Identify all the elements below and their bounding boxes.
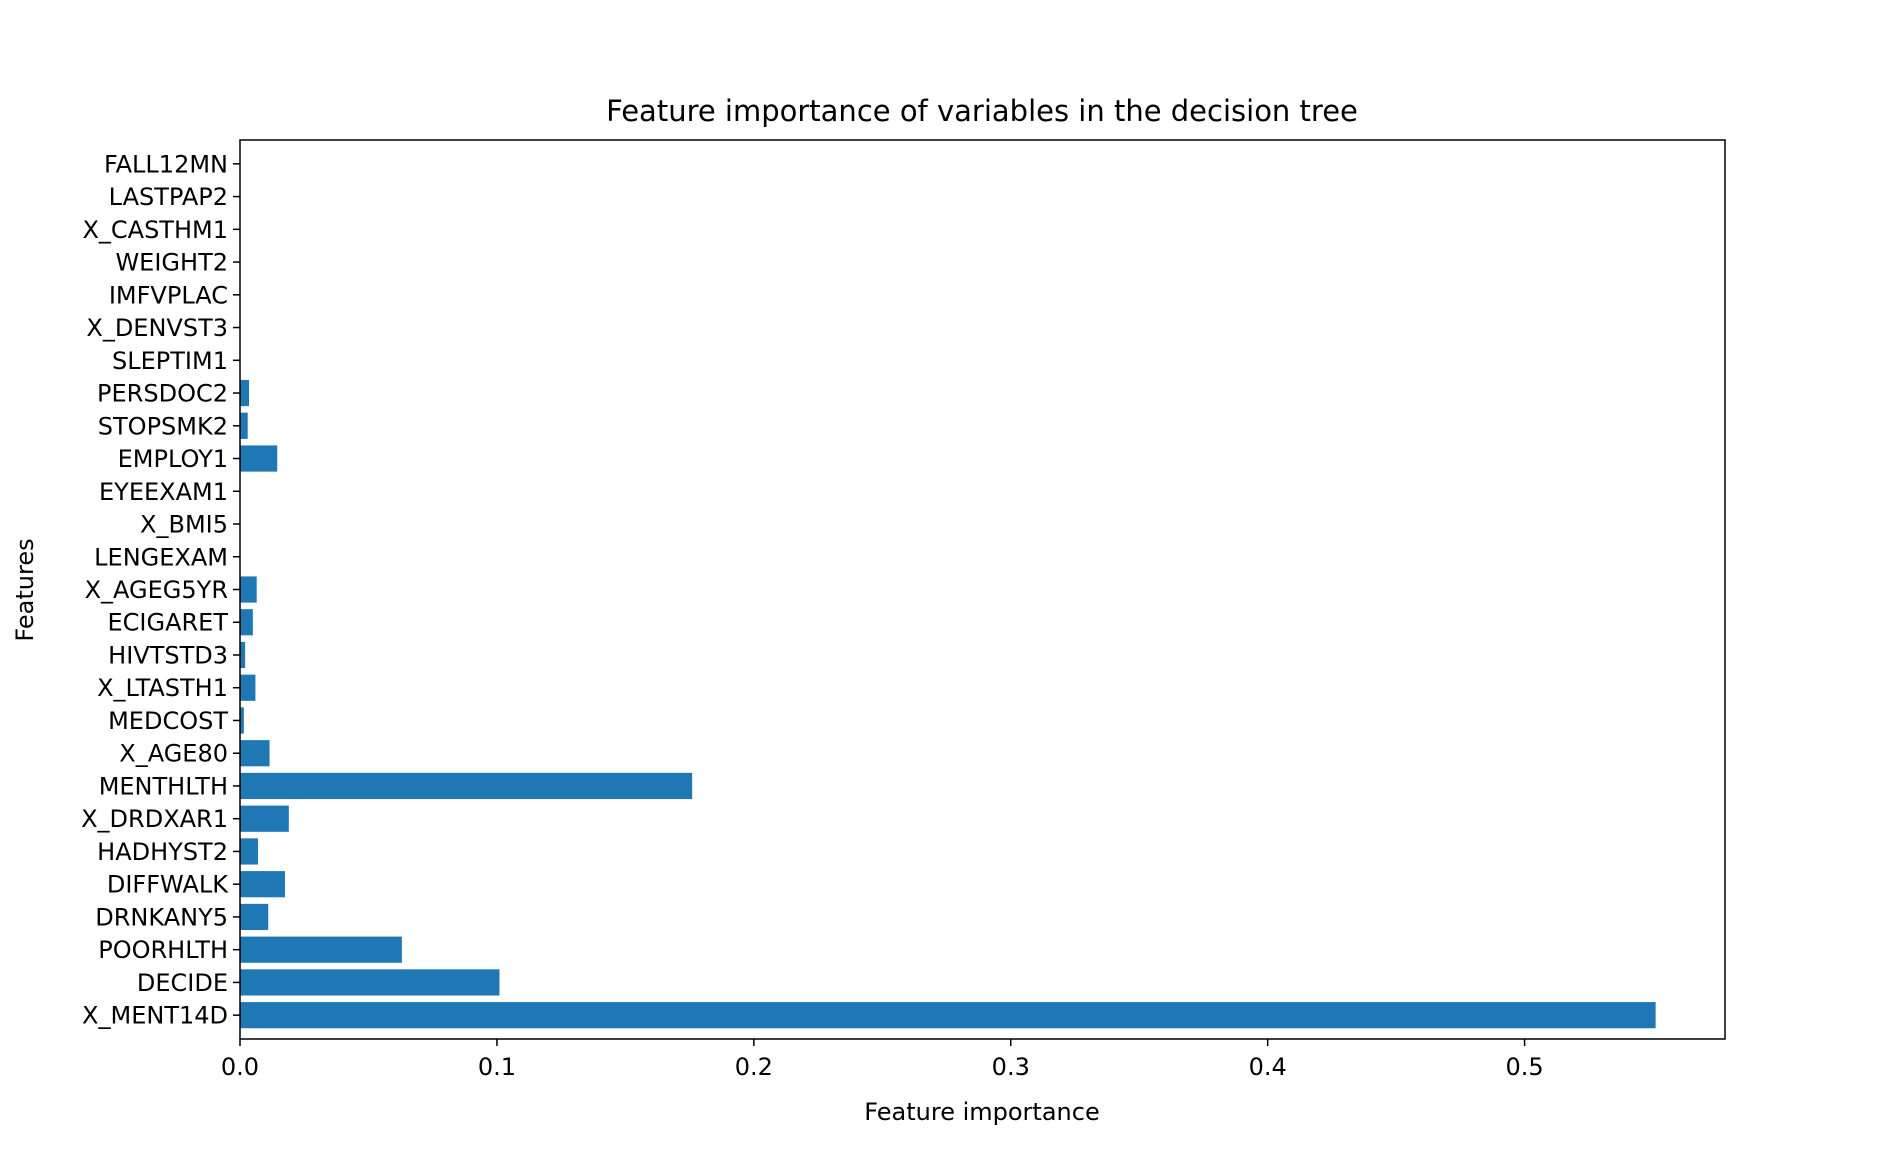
bar-x-ageg5yr — [240, 576, 257, 603]
x-axis-label: Feature importance — [864, 1098, 1099, 1126]
bar-hadhyst2 — [240, 838, 258, 865]
bar-x-ltasth1 — [240, 674, 256, 701]
bar-persdoc2 — [240, 379, 249, 407]
y-tick-label: IMFVPLAC — [109, 281, 228, 309]
y-tick-label: X_LTASTH1 — [97, 674, 228, 702]
x-tick-label: 0.0 — [221, 1053, 259, 1081]
x-tick-label: 0.2 — [735, 1053, 773, 1081]
x-axis-ticks: 0.0 0.1 0.2 0.3 0.4 0.5 — [221, 1039, 1544, 1081]
x-tick-label: 0.5 — [1506, 1053, 1544, 1081]
bar-poorhlth — [240, 936, 402, 963]
bar-stopsmk2 — [240, 412, 248, 439]
bar-x-age80 — [240, 740, 270, 767]
y-tick-label: X_AGEG5YR — [85, 576, 228, 604]
y-tick-label: DIFFWALK — [107, 871, 229, 899]
y-tick-label: SLEPTIM1 — [112, 347, 228, 375]
y-tick-label: EMPLOY1 — [118, 445, 228, 473]
y-tick-label: WEIGHT2 — [115, 249, 228, 277]
y-tick-label: HADHYST2 — [97, 838, 228, 866]
y-tick-label: MEDCOST — [108, 707, 228, 735]
bar-diffwalk — [240, 871, 285, 898]
x-tick-label: 0.3 — [992, 1053, 1030, 1081]
bar-ecigaret — [240, 609, 253, 636]
x-tick-label: 0.4 — [1249, 1053, 1287, 1081]
y-tick-label: MENTHLTH — [99, 772, 228, 800]
bar-drnkany5 — [240, 903, 269, 931]
y-tick-label: X_BMI5 — [140, 511, 228, 539]
y-tick-label: ECIGARET — [107, 609, 228, 637]
bar-medcost — [240, 707, 244, 734]
y-tick-label: DECIDE — [137, 969, 228, 997]
bar-hivtstd3 — [240, 641, 246, 669]
bar-x-ment14d — [240, 1002, 1656, 1029]
bar-x-drdxar1 — [240, 805, 289, 832]
bars-layer — [240, 379, 1656, 1029]
plot-frame — [239, 139, 1726, 1040]
chart-title: Feature importance of variables in the d… — [606, 94, 1358, 128]
y-tick-label: LENGEXAM — [94, 543, 228, 571]
y-axis-label: Features — [11, 538, 39, 641]
y-tick-label: X_AGE80 — [119, 740, 228, 768]
y-tick-label: X_MENT14D — [82, 1002, 228, 1030]
y-tick-label: FALL12MN — [104, 150, 228, 178]
y-tick-label: PERSDOC2 — [97, 380, 228, 408]
y-tick-label: DRNKANY5 — [95, 903, 228, 931]
bar-menthlth — [240, 772, 693, 800]
bar-employ1 — [240, 445, 278, 472]
bar-decide — [240, 969, 500, 996]
y-tick-label: POORHLTH — [98, 936, 228, 964]
x-tick-label: 0.1 — [478, 1053, 516, 1081]
y-tick-label: X_DRDXAR1 — [81, 805, 228, 833]
y-tick-label: X_DENVST3 — [86, 314, 228, 342]
y-tick-label: HIVTSTD3 — [108, 641, 228, 669]
y-axis-ticks: X_MENT14D DECIDE POORHLTH DRNKANY5 DIFFWALK H… — [81, 150, 240, 1030]
y-tick-label: STOPSMK2 — [98, 412, 228, 440]
y-tick-label: X_CASTHM1 — [82, 216, 228, 244]
y-tick-label: LASTPAP2 — [109, 183, 228, 211]
y-tick-label: EYEEXAM1 — [99, 478, 228, 506]
